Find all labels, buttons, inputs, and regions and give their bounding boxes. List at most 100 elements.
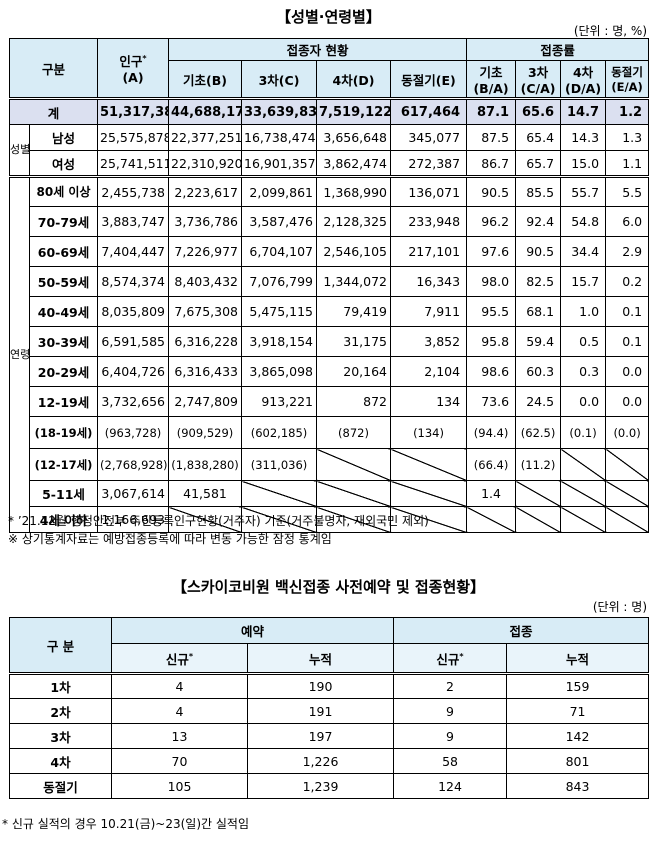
table-row: 3차 13 197 9 142	[9, 723, 650, 749]
table-row: 40-49세 8,035,809 7,675,308 5,475,115 79,…	[10, 296, 650, 327]
cell-basic: 6,316,228	[168, 326, 243, 357]
row-label: 4세 이하	[28, 506, 99, 533]
header-rate-basic: 기초 (B/A)	[466, 60, 517, 99]
cell-population: 3,883,747	[97, 206, 170, 237]
cell-rate-third: 65.6	[515, 98, 562, 125]
cell-fourth: 872	[316, 386, 392, 417]
cell-rate-fourth: 34.4	[560, 236, 607, 267]
row-label: 40-49세	[28, 296, 99, 327]
empty-cell	[316, 448, 392, 481]
row-label: 5-11세	[28, 480, 99, 507]
table-row: 4세 이하 1,166,693	[10, 506, 650, 533]
row-label: 20-29세	[28, 356, 99, 387]
cell-vax-cum: 159	[506, 673, 650, 699]
empty-cell	[168, 506, 243, 533]
cell-fourth: 79,419	[316, 296, 392, 327]
cell-vax-new: 124	[393, 773, 508, 799]
empty-cell	[560, 506, 607, 533]
cell-rate-fourth: 14.7	[560, 98, 607, 125]
table-row: 5-11세 3,067,614 41,581 1.4	[10, 480, 650, 507]
row-label: 1차	[9, 673, 112, 699]
header-3rd: 3차(C)	[241, 60, 318, 99]
row-label: 70-79세	[28, 206, 99, 237]
header-gubun: 구 분	[9, 617, 112, 674]
cell-fourth: (872)	[316, 416, 392, 449]
cell-resv-cum: 1,226	[246, 748, 395, 774]
header-vaccinated: 접종자 현황	[168, 38, 468, 61]
empty-cell	[390, 448, 468, 481]
cell-vax-cum: 801	[506, 748, 650, 774]
empty-cell	[316, 480, 392, 507]
cell-third: 6,704,107	[241, 236, 318, 267]
table-row: 4차 70 1,226 58 801	[9, 748, 650, 774]
cell-resv-cum: 191	[246, 698, 395, 724]
cell-basic: 7,675,308	[168, 296, 243, 327]
cell-population: 25,575,878	[97, 124, 170, 151]
header-reservation: 예약	[110, 617, 395, 644]
cell-basic: (909,529)	[168, 416, 243, 449]
cell-fourth: 1,344,072	[316, 266, 392, 297]
row-label: 3차	[9, 723, 112, 749]
cell-population: (2,768,928)	[97, 448, 170, 481]
cell-rate-third: 82.5	[515, 266, 562, 297]
table-row: 30-39세 6,591,585 6,316,228 3,918,154 31,…	[10, 326, 650, 357]
cell-basic: 44,688,171	[168, 98, 243, 125]
cell-rate-winter: 0.0	[605, 356, 650, 387]
cell-basic: 8,403,432	[168, 266, 243, 297]
skycovione-table: 구 분 예약 접종 신규* 누적 신규* 누적 1차 4 190 2 159 2…	[9, 617, 650, 799]
empty-cell	[390, 480, 468, 507]
cell-fourth: 3,656,648	[316, 124, 392, 151]
cell-winter: 134	[390, 386, 468, 417]
cell-population: 6,591,585	[97, 326, 170, 357]
header-rate: 접종률	[466, 38, 650, 61]
table-row: 20-29세 6,404,726 6,316,433 3,865,098 20,…	[10, 356, 650, 387]
cell-third: 16,738,474	[241, 124, 318, 151]
cell-resv-cum: 1,239	[246, 773, 395, 799]
cell-vax-cum: 843	[506, 773, 650, 799]
empty-cell	[515, 480, 562, 507]
header-rate-winter: 동절기 (E/A)	[605, 60, 650, 99]
cell-resv-new: 70	[111, 748, 248, 774]
empty-cell	[560, 480, 607, 507]
footnote-new-period: * 신규 실적의 경우 10.21(금)~23(일)간 실적임	[2, 817, 249, 831]
cell-vax-new: 9	[393, 723, 508, 749]
unit-label-2: (단위 : 명)	[592, 600, 647, 614]
cell-third: (602,185)	[241, 416, 318, 449]
empty-cell	[466, 506, 517, 533]
row-label: 4차	[9, 748, 112, 774]
unit-label-1: (단위 : 명, %)	[573, 24, 647, 38]
row-label: 남성	[28, 124, 99, 151]
cell-rate-fourth: 1.0	[560, 296, 607, 327]
cell-rate-third: 85.5	[515, 176, 562, 207]
table-row: 성별 남성 25,575,878 22,377,251 16,738,474 3…	[9, 124, 650, 177]
cell-fourth: 3,862,474	[316, 150, 392, 177]
cell-rate-basic: 87.1	[466, 98, 517, 125]
cell-third: 913,221	[241, 386, 318, 417]
cell-fourth: 7,519,122	[316, 98, 392, 125]
cell-resv-new: 4	[111, 673, 248, 699]
title-age-sex: 【성별·연령별】	[276, 8, 381, 26]
cell-third: 3,587,476	[241, 206, 318, 237]
title-skycovione: 【스카이코비원 백신접종 사전예약 및 접종현황】	[171, 578, 486, 596]
cell-rate-basic: (66.4)	[466, 448, 517, 481]
cell-population: (963,728)	[97, 416, 170, 449]
empty-cell	[605, 506, 650, 533]
table-row: 1차 4 190 2 159	[9, 673, 650, 699]
cell-third: (311,036)	[241, 448, 318, 481]
cell-rate-third: 92.4	[515, 206, 562, 237]
cell-basic: 6,316,433	[168, 356, 243, 387]
table-row: 12-19세 3,732,656 2,747,809 913,221 872 1…	[10, 386, 650, 417]
cell-rate-fourth: 55.7	[560, 176, 607, 207]
header-population: 인구* (A)	[97, 38, 170, 99]
empty-cell	[605, 448, 650, 481]
cell-basic: 7,226,977	[168, 236, 243, 267]
cell-rate-fourth: 15.0	[560, 150, 607, 177]
cell-rate-basic: 90.5	[466, 176, 517, 207]
cell-rate-fourth: 14.3	[560, 124, 607, 151]
header-vaccination: 접종	[393, 617, 650, 644]
cell-winter: 3,852	[390, 326, 468, 357]
cell-population: 7,404,447	[97, 236, 170, 267]
header-resv-new: 신규*	[111, 643, 248, 674]
cell-population: 25,741,511	[97, 150, 170, 177]
empty-cell	[605, 480, 650, 507]
